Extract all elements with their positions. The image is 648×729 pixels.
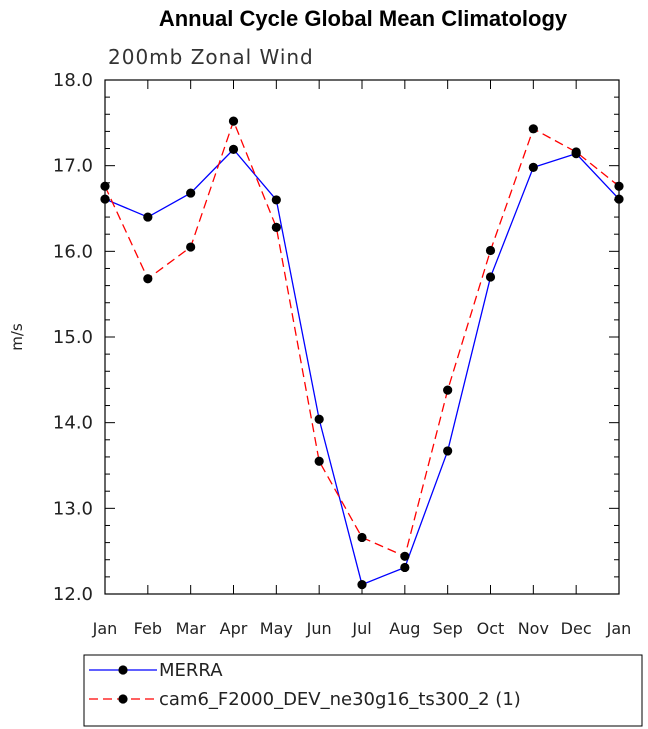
data-point-1 (143, 274, 153, 284)
legend: MERRA cam6_F2000_DEV_ne30g16_ts300_2 (1) (89, 660, 521, 710)
data-point-0 (143, 212, 153, 222)
y-tick-label: 14.0 (53, 413, 93, 434)
y-axis-label: m/s (8, 323, 26, 351)
data-point-0 (443, 446, 453, 456)
x-tick-label: Dec (561, 619, 592, 638)
axis-ticks: Jan Feb Mar Apr May Jun Jul Aug Sep Oct Nov Dec Jan 1… (53, 70, 631, 638)
y-tick-label: 18.0 (53, 70, 93, 91)
data-point-0 (186, 188, 196, 198)
data-point-1 (271, 222, 281, 232)
data-point-1 (186, 242, 196, 252)
x-tick-label: Feb (134, 619, 162, 638)
x-tick-label: Aug (389, 619, 420, 638)
legend-marker-0 (118, 665, 128, 675)
data-point-0 (228, 144, 239, 154)
x-tick-label: Jan (606, 619, 632, 638)
data-point-1 (314, 456, 324, 466)
data-point-1 (400, 551, 410, 561)
y-tick-label: 15.0 (53, 327, 93, 348)
data-point-0 (357, 579, 367, 590)
x-tick-label: Mar (176, 619, 207, 638)
data-point-1 (357, 532, 367, 543)
chart-subtitle: 200mb Zonal Wind (108, 45, 314, 69)
chart-title: Annual Cycle Global Mean Climatology (159, 6, 568, 31)
x-tick-label: Apr (220, 619, 248, 638)
series-line-1 (104, 119, 620, 558)
legend-box (83, 654, 643, 727)
data-point-1 (443, 385, 453, 395)
data-point-1 (528, 124, 538, 134)
x-tick-label: Nov (518, 619, 549, 638)
data-point-0 (400, 562, 410, 573)
x-tick-label: May (260, 619, 293, 638)
legend-label-0: MERRA (159, 660, 223, 681)
data-point-0 (614, 194, 624, 204)
data-point-1 (485, 245, 496, 256)
legend-marker-1 (118, 694, 128, 704)
data-point-0 (271, 195, 281, 205)
series-line-0 (104, 148, 620, 586)
x-tick-label: Jan (92, 619, 118, 638)
y-tick-label: 16.0 (53, 241, 93, 262)
legend-label-1: cam6_F2000_DEV_ne30g16_ts300_2 (1) (159, 689, 521, 710)
x-tick-label: Jul (351, 619, 371, 638)
data-point-0 (100, 194, 110, 204)
data-point-0 (485, 272, 496, 282)
plot-frame (104, 79, 620, 595)
data-point-0 (314, 414, 324, 424)
x-tick-label: Sep (433, 619, 463, 638)
x-tick-label: Oct (477, 619, 505, 638)
y-tick-label: 17.0 (53, 156, 93, 177)
x-tick-label: Jun (306, 619, 332, 638)
y-tick-label: 12.0 (53, 584, 93, 605)
data-point-1 (228, 116, 239, 126)
y-tick-label: 13.0 (53, 498, 93, 519)
data-point-1 (614, 181, 624, 191)
data-point-1 (100, 181, 110, 191)
series-layer (100, 116, 624, 590)
data-point-0 (528, 162, 538, 172)
data-point-1 (571, 147, 581, 157)
